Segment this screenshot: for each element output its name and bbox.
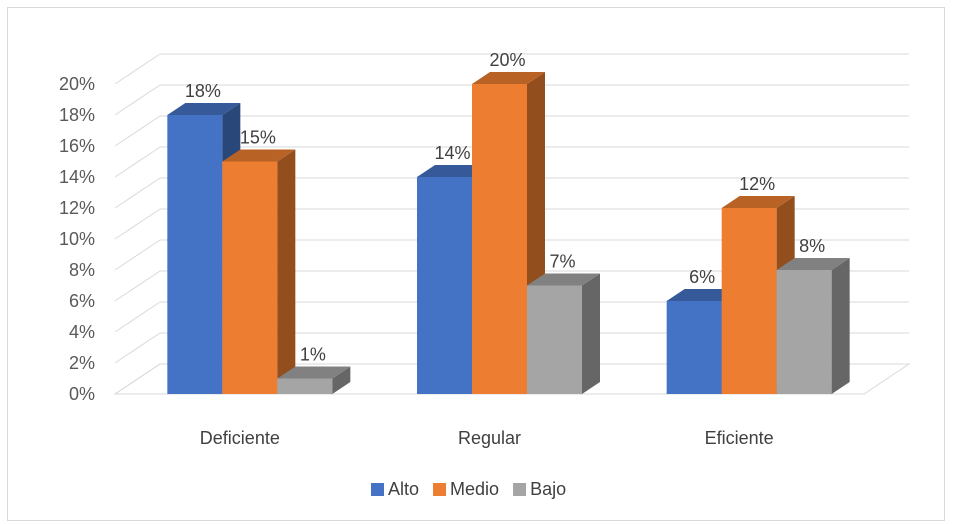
x-category-label: Regular: [458, 428, 521, 448]
bar-alto-eficiente: [666, 301, 722, 394]
bar-top: [527, 273, 600, 286]
x-category-label: Deficiente: [200, 428, 280, 448]
bar-bajo-regular: [527, 285, 582, 394]
y-tick-label: 8%: [69, 260, 95, 280]
bar-side: [582, 273, 600, 394]
data-label: 15%: [240, 128, 276, 148]
legend-swatch: [371, 483, 384, 496]
bar-medio-eficiente: [721, 208, 777, 394]
bar-side: [277, 149, 296, 394]
gridline-side: [114, 301, 161, 333]
y-tick-label: 16%: [59, 136, 95, 156]
bar-top: [472, 72, 545, 84]
y-tick-label: 18%: [59, 105, 95, 125]
y-tick-label: 10%: [59, 229, 95, 249]
data-label: 7%: [549, 252, 575, 272]
y-tick-label: 4%: [69, 322, 95, 342]
data-label: 1%: [300, 345, 326, 365]
bar-top: [167, 103, 241, 115]
gridline-side: [114, 146, 161, 178]
floor: [113, 363, 911, 395]
bars: [167, 72, 850, 394]
gridline-side: [114, 270, 161, 302]
data-label: 18%: [185, 81, 221, 101]
bar-side: [831, 258, 850, 394]
gridline-side: [114, 239, 161, 271]
data-label: 8%: [799, 236, 825, 256]
legend-entry: Alto: [388, 479, 419, 499]
legend-entry: Bajo: [530, 479, 566, 499]
legend: Alto Medio Bajo: [371, 479, 566, 499]
gridline-side: [114, 115, 161, 147]
legend-swatch: [513, 483, 527, 496]
chart-frame: 0% 2% 4% 6% 8% 10% 12% 14% 16% 18% 20% Deficiente Re…: [7, 7, 945, 521]
bar-bajo-deficiente: [277, 378, 333, 394]
x-category-label: Eficiente: [705, 428, 774, 448]
y-tick-label: 2%: [69, 353, 95, 373]
bar-medio-regular: [472, 84, 527, 394]
bar-top: [721, 196, 795, 208]
gridline-side: [114, 53, 161, 85]
gridline-side: [114, 208, 161, 240]
bar-side: [332, 366, 351, 394]
bar-top: [417, 165, 490, 177]
bar-top: [277, 366, 351, 379]
y-tick-label: 12%: [59, 198, 95, 218]
bar-top: [666, 289, 740, 301]
gridline-side: [114, 332, 161, 364]
data-label: 20%: [489, 50, 525, 70]
bar-alto-regular: [417, 177, 472, 394]
bar-top: [776, 258, 850, 270]
y-tick-label: 20%: [59, 74, 95, 94]
data-label: 12%: [739, 174, 775, 194]
legend-entry: Medio: [450, 479, 499, 499]
data-label: 14%: [434, 143, 470, 163]
gridline-side: [114, 84, 161, 116]
bar-top: [222, 149, 296, 162]
bar-medio-deficiente: [222, 161, 278, 394]
legend-swatch: [433, 483, 447, 496]
gridline-side: [114, 177, 161, 209]
y-tick-label: 6%: [69, 291, 95, 311]
y-tick-label: 14%: [59, 167, 95, 187]
data-label: 6%: [689, 267, 715, 287]
axes: 0% 2% 4% 6% 8% 10% 12% 14% 16% 18% 20% Deficiente Re…: [59, 74, 774, 448]
bar-alto-deficiente: [167, 115, 223, 394]
bar-bajo-eficiente: [776, 270, 832, 394]
bar-chart: 0% 2% 4% 6% 8% 10% 12% 14% 16% 18% 20% Deficiente Re…: [59, 50, 911, 499]
data-labels: 18% 15% 1% 14% 20% 7% 6% 12% 8%: [185, 50, 825, 365]
y-tick-label: 0%: [69, 384, 95, 404]
